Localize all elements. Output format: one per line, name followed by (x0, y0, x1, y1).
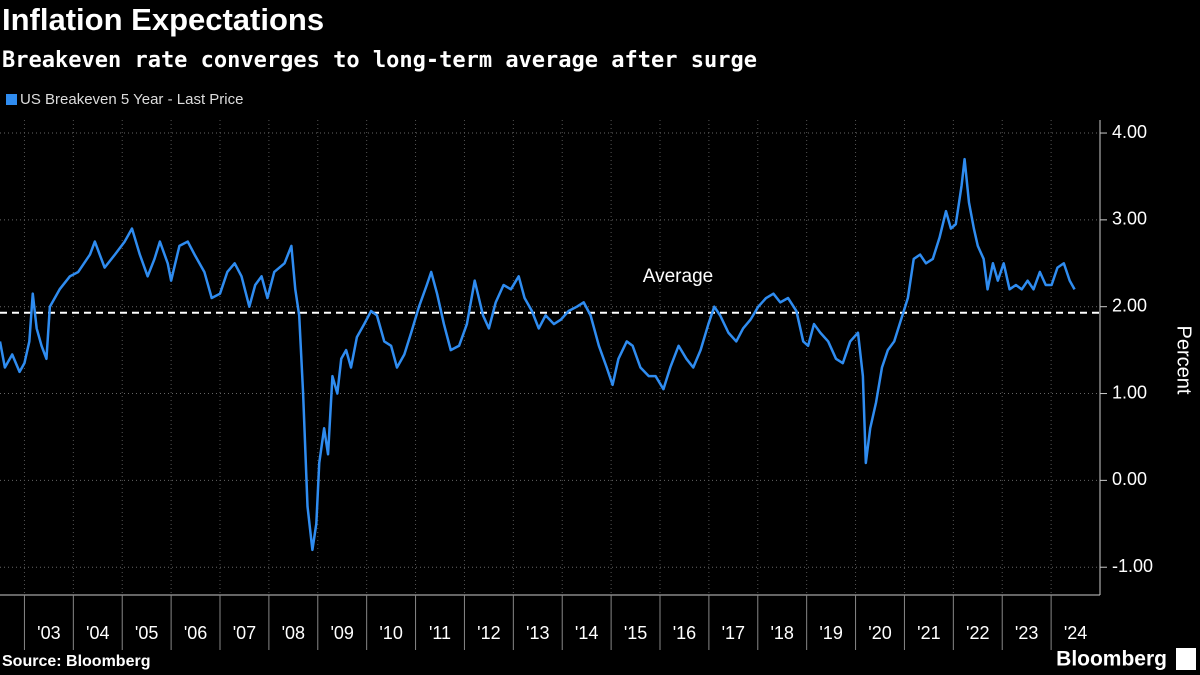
legend-label: US Breakeven 5 Year - Last Price (20, 91, 243, 108)
x-tick-label: '11 (429, 623, 451, 643)
x-tick-label: '12 (477, 623, 500, 643)
x-tick-label: '21 (917, 623, 940, 643)
y-tick-label: 2.00 (1112, 295, 1147, 315)
x-tick-label: '06 (184, 623, 207, 643)
y-tick-label: 1.00 (1112, 382, 1147, 402)
brand-icon (1176, 648, 1196, 670)
y-tick-label: 3.00 (1112, 209, 1147, 229)
x-tick-label: '17 (722, 623, 745, 643)
x-tick-label: '03 (37, 623, 60, 643)
x-tick-label: '20 (868, 623, 891, 643)
x-tick-label: '09 (330, 623, 353, 643)
y-tick-label: 0.00 (1112, 469, 1147, 489)
data-line (0, 157, 1076, 552)
y-axis-title: Percent (1173, 326, 1195, 395)
x-tick-label: '14 (575, 623, 598, 643)
x-tick-label: '07 (233, 623, 256, 643)
x-tick-label: '24 (1064, 623, 1087, 643)
y-tick-label: -1.00 (1112, 556, 1153, 576)
x-tick-label: '19 (819, 623, 842, 643)
legend-swatch (6, 94, 17, 105)
x-tick-label: '08 (282, 623, 305, 643)
x-tick-label: '10 (379, 623, 402, 643)
source: Source: Bloomberg (2, 653, 150, 670)
x-tick-label: '18 (770, 623, 793, 643)
x-tick-label: '04 (86, 623, 109, 643)
x-tick-label: '05 (135, 623, 158, 643)
chart-subtitle: Breakeven rate converges to long-term av… (2, 48, 757, 73)
brand: Bloomberg (1056, 648, 1167, 671)
average-label: Average (643, 266, 713, 287)
chart-title: Inflation Expectations (2, 2, 324, 37)
x-tick-label: '16 (673, 623, 696, 643)
x-tick-label: '23 (1015, 623, 1038, 643)
plot: 4.00 3.00 2.00 1.00 0.00 -1.00 '03 '04 '05 '06 '07… (0, 120, 1153, 650)
x-tick-label: '22 (966, 623, 989, 643)
x-tick-label: '15 (624, 623, 647, 643)
y-tick-label: 4.00 (1112, 122, 1147, 142)
x-tick-label: '13 (526, 623, 549, 643)
